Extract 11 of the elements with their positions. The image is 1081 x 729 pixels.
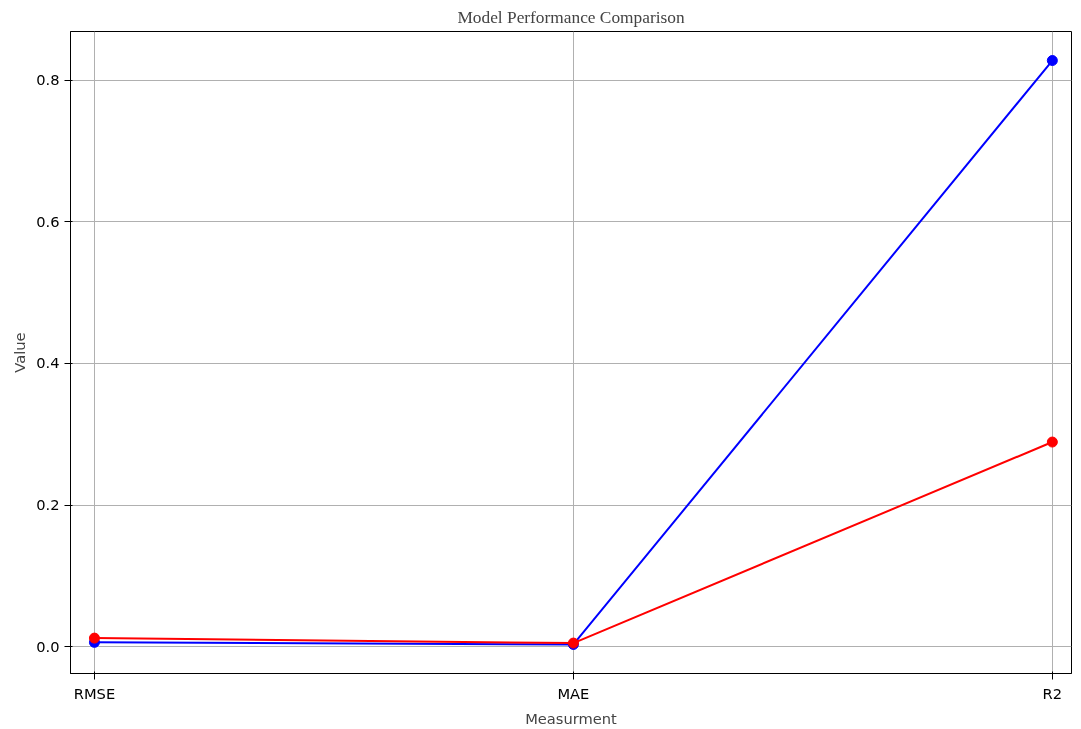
x-tick-label: MAE — [557, 684, 590, 702]
chart-title: Model Performance Comparison — [457, 7, 685, 27]
y-axis-title: Value — [11, 332, 29, 373]
y-tick-label: 0.8 — [36, 71, 60, 89]
x-axis-title: Measurment — [525, 709, 618, 727]
x-tick-label: RMSE — [73, 684, 116, 702]
x-tick-label: R2 — [1042, 684, 1063, 702]
y-tick-label: 0.6 — [36, 212, 60, 230]
y-tick-label: 0.4 — [36, 354, 60, 372]
y-tick-label: 0.2 — [36, 496, 60, 514]
y-tick-label: 0.0 — [36, 637, 60, 655]
